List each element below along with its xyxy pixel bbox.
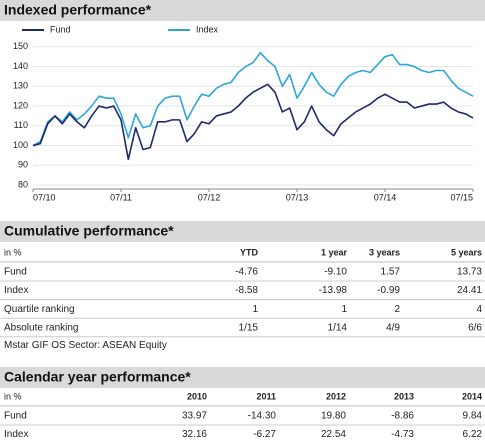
column-header: 2014 <box>462 391 482 401</box>
y-tick-label: 80 <box>18 179 28 189</box>
x-tick-label: 07/10 <box>33 192 56 202</box>
cell: 1/15 <box>239 322 259 333</box>
cell: -14.30 <box>248 411 277 422</box>
cell: 24.41 <box>457 285 482 296</box>
legend-label: Fund <box>50 24 71 34</box>
cell: 4/9 <box>386 322 400 333</box>
column-header: 2013 <box>394 391 414 401</box>
section-header-bar <box>0 221 485 242</box>
cell: -8.86 <box>391 411 414 422</box>
cell: -13.98 <box>319 285 348 296</box>
cell: -8.58 <box>235 285 258 296</box>
legend-label: Index <box>196 24 219 34</box>
column-header: 2011 <box>256 391 276 401</box>
cell: -4.76 <box>235 267 258 278</box>
section-title: Cumulative performance* <box>4 223 174 239</box>
cell: 32.16 <box>182 429 207 440</box>
row-label: Quartile ranking <box>4 304 75 315</box>
data-line <box>32 83 474 161</box>
column-header: 3 years <box>369 247 400 257</box>
unit-label: in % <box>4 391 22 401</box>
column-header: 2010 <box>187 391 207 401</box>
cell: 9.84 <box>463 411 483 422</box>
cell: 33.97 <box>182 411 207 422</box>
section-header-bar <box>0 367 485 388</box>
cell: -0.99 <box>377 285 400 296</box>
cell: -4.73 <box>391 429 414 440</box>
x-tick-label: 07/12 <box>198 192 221 202</box>
cell: 22.54 <box>321 429 346 440</box>
cell: 6.22 <box>463 429 483 440</box>
footnote: Mstar GIF OS Sector: ASEAN Equity <box>4 340 167 351</box>
cell: 4 <box>476 304 482 315</box>
x-tick-label: 07/13 <box>286 192 309 202</box>
section-header-bar <box>0 0 485 21</box>
row-label: Fund <box>4 411 27 422</box>
column-header: YTD <box>240 247 259 257</box>
cell: 1/14 <box>328 322 348 333</box>
cell: 13.73 <box>457 267 482 278</box>
x-tick-label: 07/11 <box>110 192 132 202</box>
y-tick-label: 130 <box>13 81 28 91</box>
row-label: Index <box>4 285 28 296</box>
cell: 19.80 <box>321 411 346 422</box>
row-label: Absolute ranking <box>4 322 79 333</box>
x-tick-label: 07/14 <box>374 192 397 202</box>
y-tick-label: 150 <box>13 41 28 51</box>
y-tick-label: 100 <box>13 140 28 150</box>
column-header: 5 years <box>451 247 482 257</box>
data-line <box>32 51 474 147</box>
cell: 1.57 <box>381 267 401 278</box>
unit-label: in % <box>4 247 22 257</box>
cell: 1 <box>341 304 347 315</box>
cell: -9.10 <box>324 267 347 278</box>
cell: 1 <box>252 304 258 315</box>
cell: -6.27 <box>253 429 276 440</box>
x-tick-label: 07/15 <box>450 192 473 202</box>
row-label: Fund <box>4 267 27 278</box>
cell: 2 <box>394 304 400 315</box>
column-header: 2012 <box>326 391 346 401</box>
y-tick-label: 110 <box>14 120 28 130</box>
column-header: 1 year <box>321 247 348 257</box>
cell: 6/6 <box>468 322 482 333</box>
y-tick-label: 140 <box>13 61 28 71</box>
row-label: Index <box>4 429 28 440</box>
y-tick-label: 90 <box>18 160 28 170</box>
section-title: Indexed performance* <box>4 2 152 18</box>
section-title: Calendar year performance* <box>4 369 191 385</box>
y-tick-label: 120 <box>13 100 28 110</box>
